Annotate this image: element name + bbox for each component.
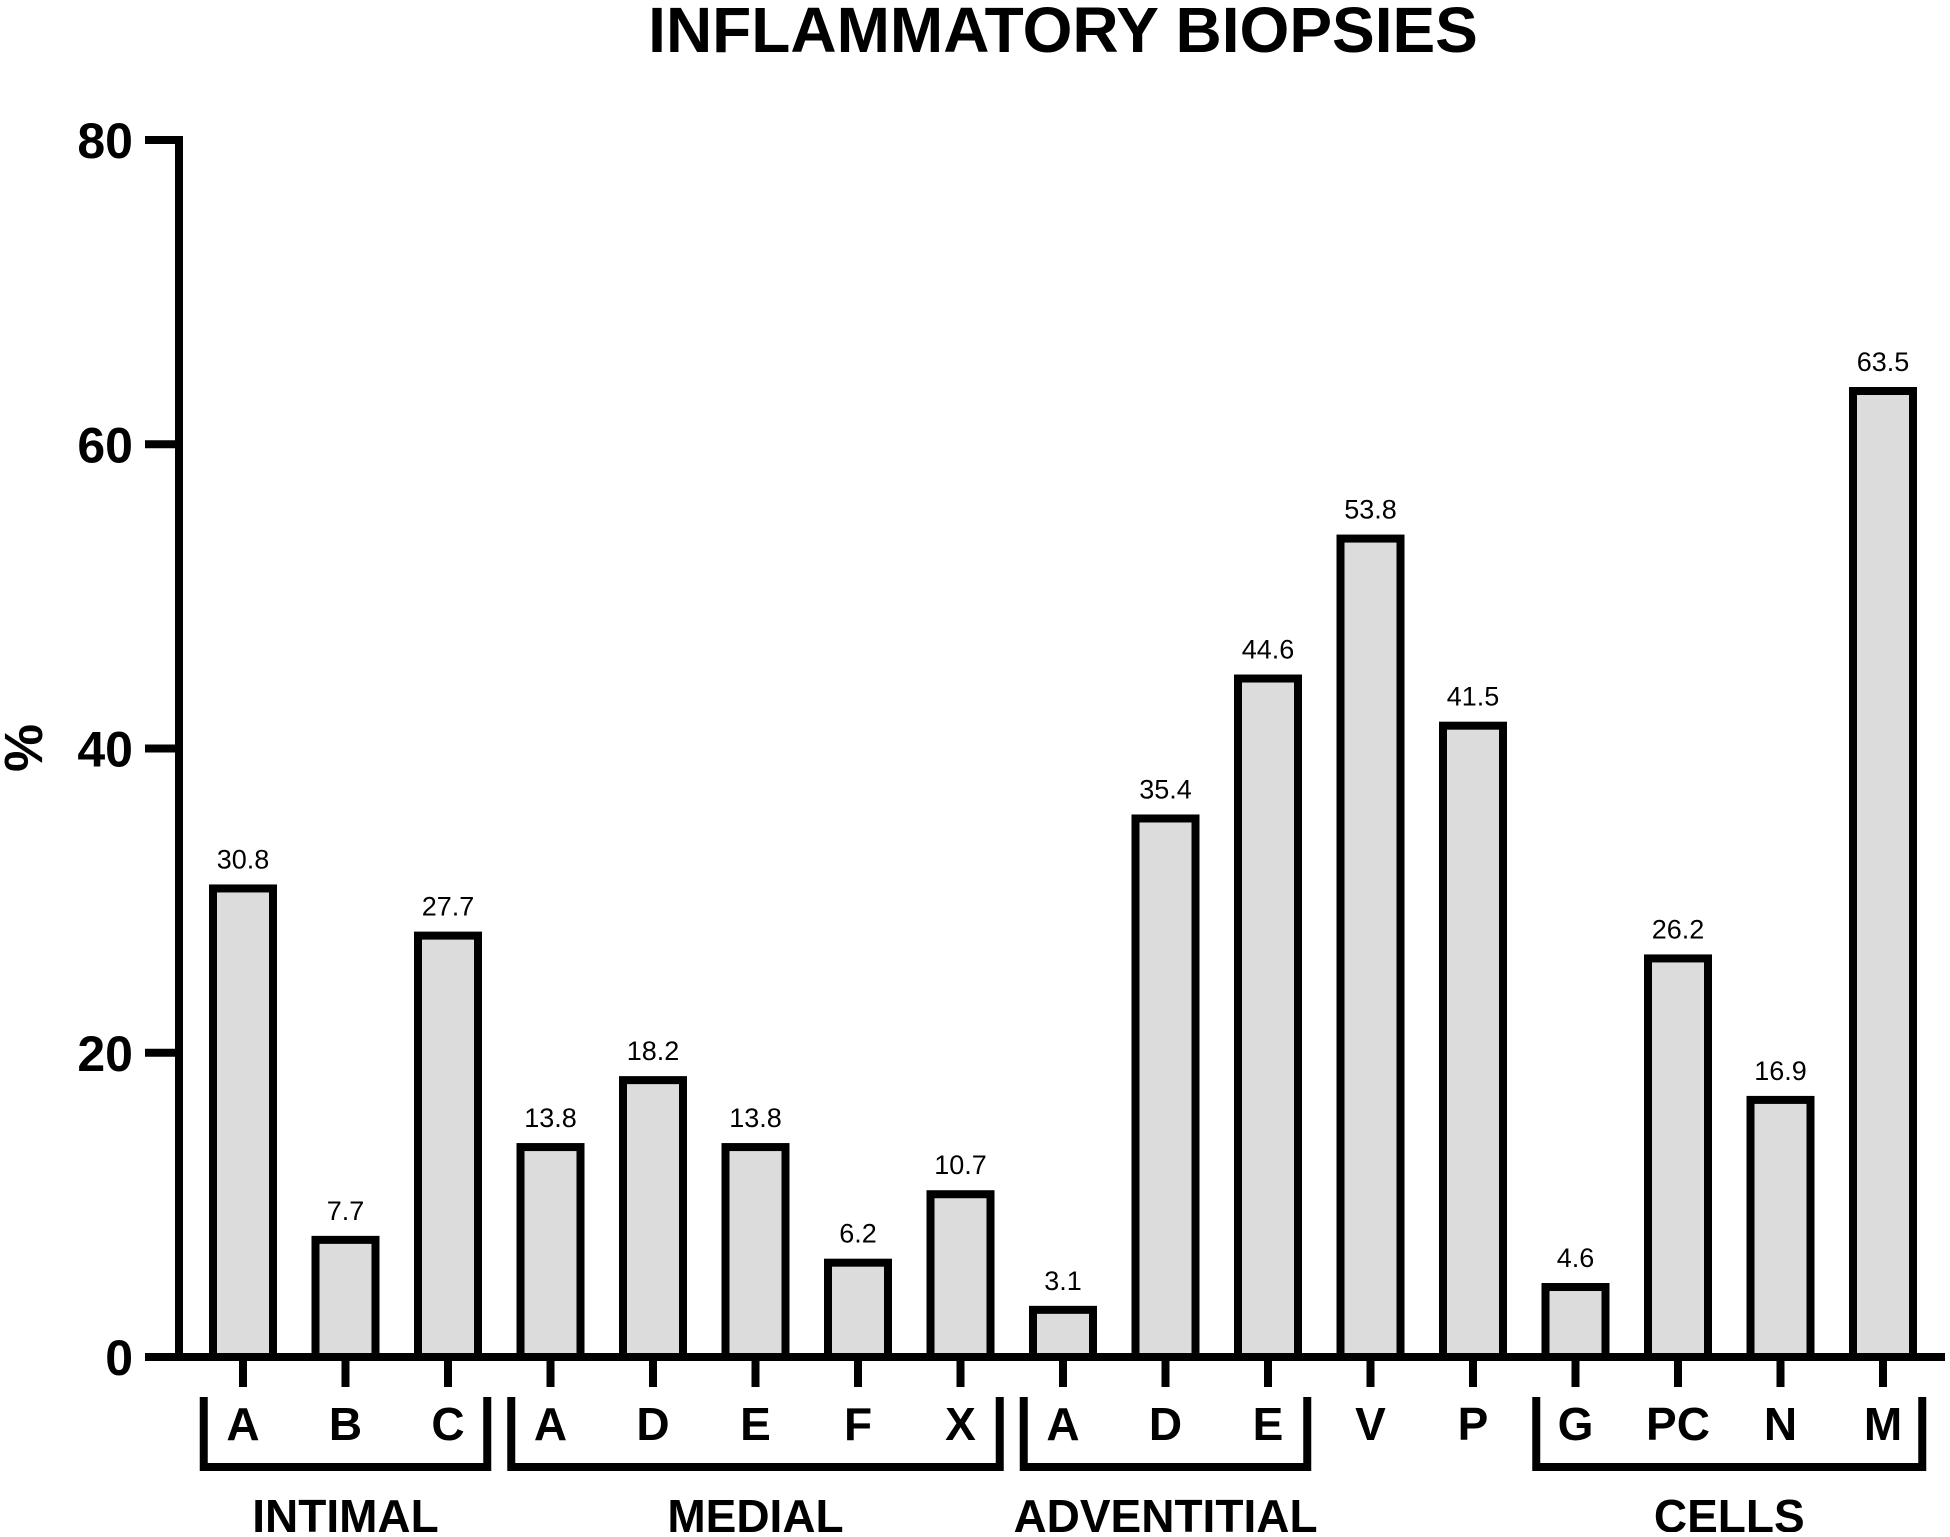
data-label-8: 3.1 [1044, 1266, 1082, 1296]
bar-e-10 [1234, 674, 1302, 1361]
group-label-intimal: INTIMAL [252, 1490, 439, 1532]
x-tick-label-13: G [1558, 1398, 1594, 1450]
bar-pc-14 [1644, 954, 1712, 1361]
x-tick-label-4: D [636, 1398, 669, 1450]
axes-layer: 0 20 40 60 80 A B C A D E F X A D E V P G PC N M [77, 113, 1945, 1450]
x-tick-label-1: B [329, 1398, 362, 1450]
group-label-adventitial: ADVENTITIAL [1013, 1490, 1317, 1532]
data-label-1: 7.7 [327, 1196, 365, 1226]
data-label-3: 13.8 [524, 1103, 577, 1133]
data-label-15: 16.9 [1754, 1056, 1807, 1086]
data-label-0: 30.8 [217, 844, 270, 874]
bar-b-1 [311, 1235, 380, 1362]
x-tick-label-11: V [1355, 1398, 1386, 1450]
data-label-7: 10.7 [934, 1150, 987, 1180]
y-tick-label-0: 0 [105, 1330, 133, 1386]
y-tick-label-60: 60 [77, 417, 133, 473]
x-tick-label-2: C [431, 1398, 464, 1450]
group-bracket-medial [507, 1397, 1004, 1471]
data-label-6: 6.2 [839, 1219, 877, 1249]
bar-d-9 [1131, 814, 1200, 1361]
bar-a-0 [209, 884, 277, 1362]
group-brackets-layer: INTIMAL MEDIAL ADVENTITIAL CELLS [199, 1397, 1927, 1537]
x-tick-label-12: P [1458, 1398, 1489, 1450]
data-label-14: 26.2 [1652, 914, 1705, 944]
bars-layer: 30.8 7.7 27.7 13.8 18.2 13.8 6.2 10.7 3.1 35.4 44.… [209, 347, 1917, 1362]
y-axis-label: % [0, 724, 54, 772]
data-label-13: 4.6 [1557, 1243, 1595, 1273]
group-label-cells: CELLS [1654, 1490, 1805, 1532]
group-bracket-cells [1532, 1397, 1927, 1471]
x-tick-label-16: M [1864, 1398, 1902, 1450]
group-label-medial: MEDIAL [667, 1490, 843, 1532]
bar-n-15 [1746, 1095, 1815, 1361]
x-tick-label-10: E [1253, 1398, 1284, 1450]
bar-e-5 [721, 1143, 790, 1361]
bar-p-12 [1439, 721, 1507, 1361]
bar-f-6 [824, 1258, 892, 1361]
chart-title: INFLAMMATORY BIOPSIES [648, 0, 1478, 66]
x-tick-label-9: D [1149, 1398, 1182, 1450]
bar-d-4 [619, 1076, 687, 1361]
bar-g-13 [1541, 1283, 1610, 1361]
group-bracket-intimal [199, 1397, 492, 1471]
data-label-5: 13.8 [729, 1103, 782, 1133]
bar-x-7 [926, 1190, 995, 1361]
x-tick-label-5: E [740, 1398, 771, 1450]
y-tick-label-80: 80 [77, 113, 133, 169]
data-label-9: 35.4 [1139, 774, 1192, 804]
data-label-11: 53.8 [1344, 495, 1397, 525]
data-label-12: 41.5 [1447, 682, 1500, 712]
x-tick-label-8: A [1046, 1398, 1079, 1450]
x-tick-label-7: X [945, 1398, 976, 1450]
data-label-2: 27.7 [422, 892, 475, 922]
group-bracket-adventitial [1019, 1397, 1312, 1471]
x-tick-label-3: A [534, 1398, 567, 1450]
bar-m-16 [1849, 387, 1917, 1362]
bar-v-11 [1336, 534, 1405, 1361]
y-tick-label-20: 20 [77, 1026, 133, 1082]
data-label-16: 63.5 [1857, 347, 1910, 377]
x-tick-label-14: PC [1646, 1398, 1710, 1450]
x-tick-label-15: N [1764, 1398, 1797, 1450]
y-tick-label-40: 40 [77, 722, 133, 778]
x-tick-label-6: F [844, 1398, 872, 1450]
bar-a-3 [516, 1143, 585, 1361]
data-label-4: 18.2 [627, 1036, 680, 1066]
bar-a-8 [1029, 1305, 1097, 1362]
data-label-10: 44.6 [1242, 635, 1295, 665]
x-tick-label-0: A [226, 1398, 259, 1450]
bar-c-2 [414, 931, 482, 1362]
